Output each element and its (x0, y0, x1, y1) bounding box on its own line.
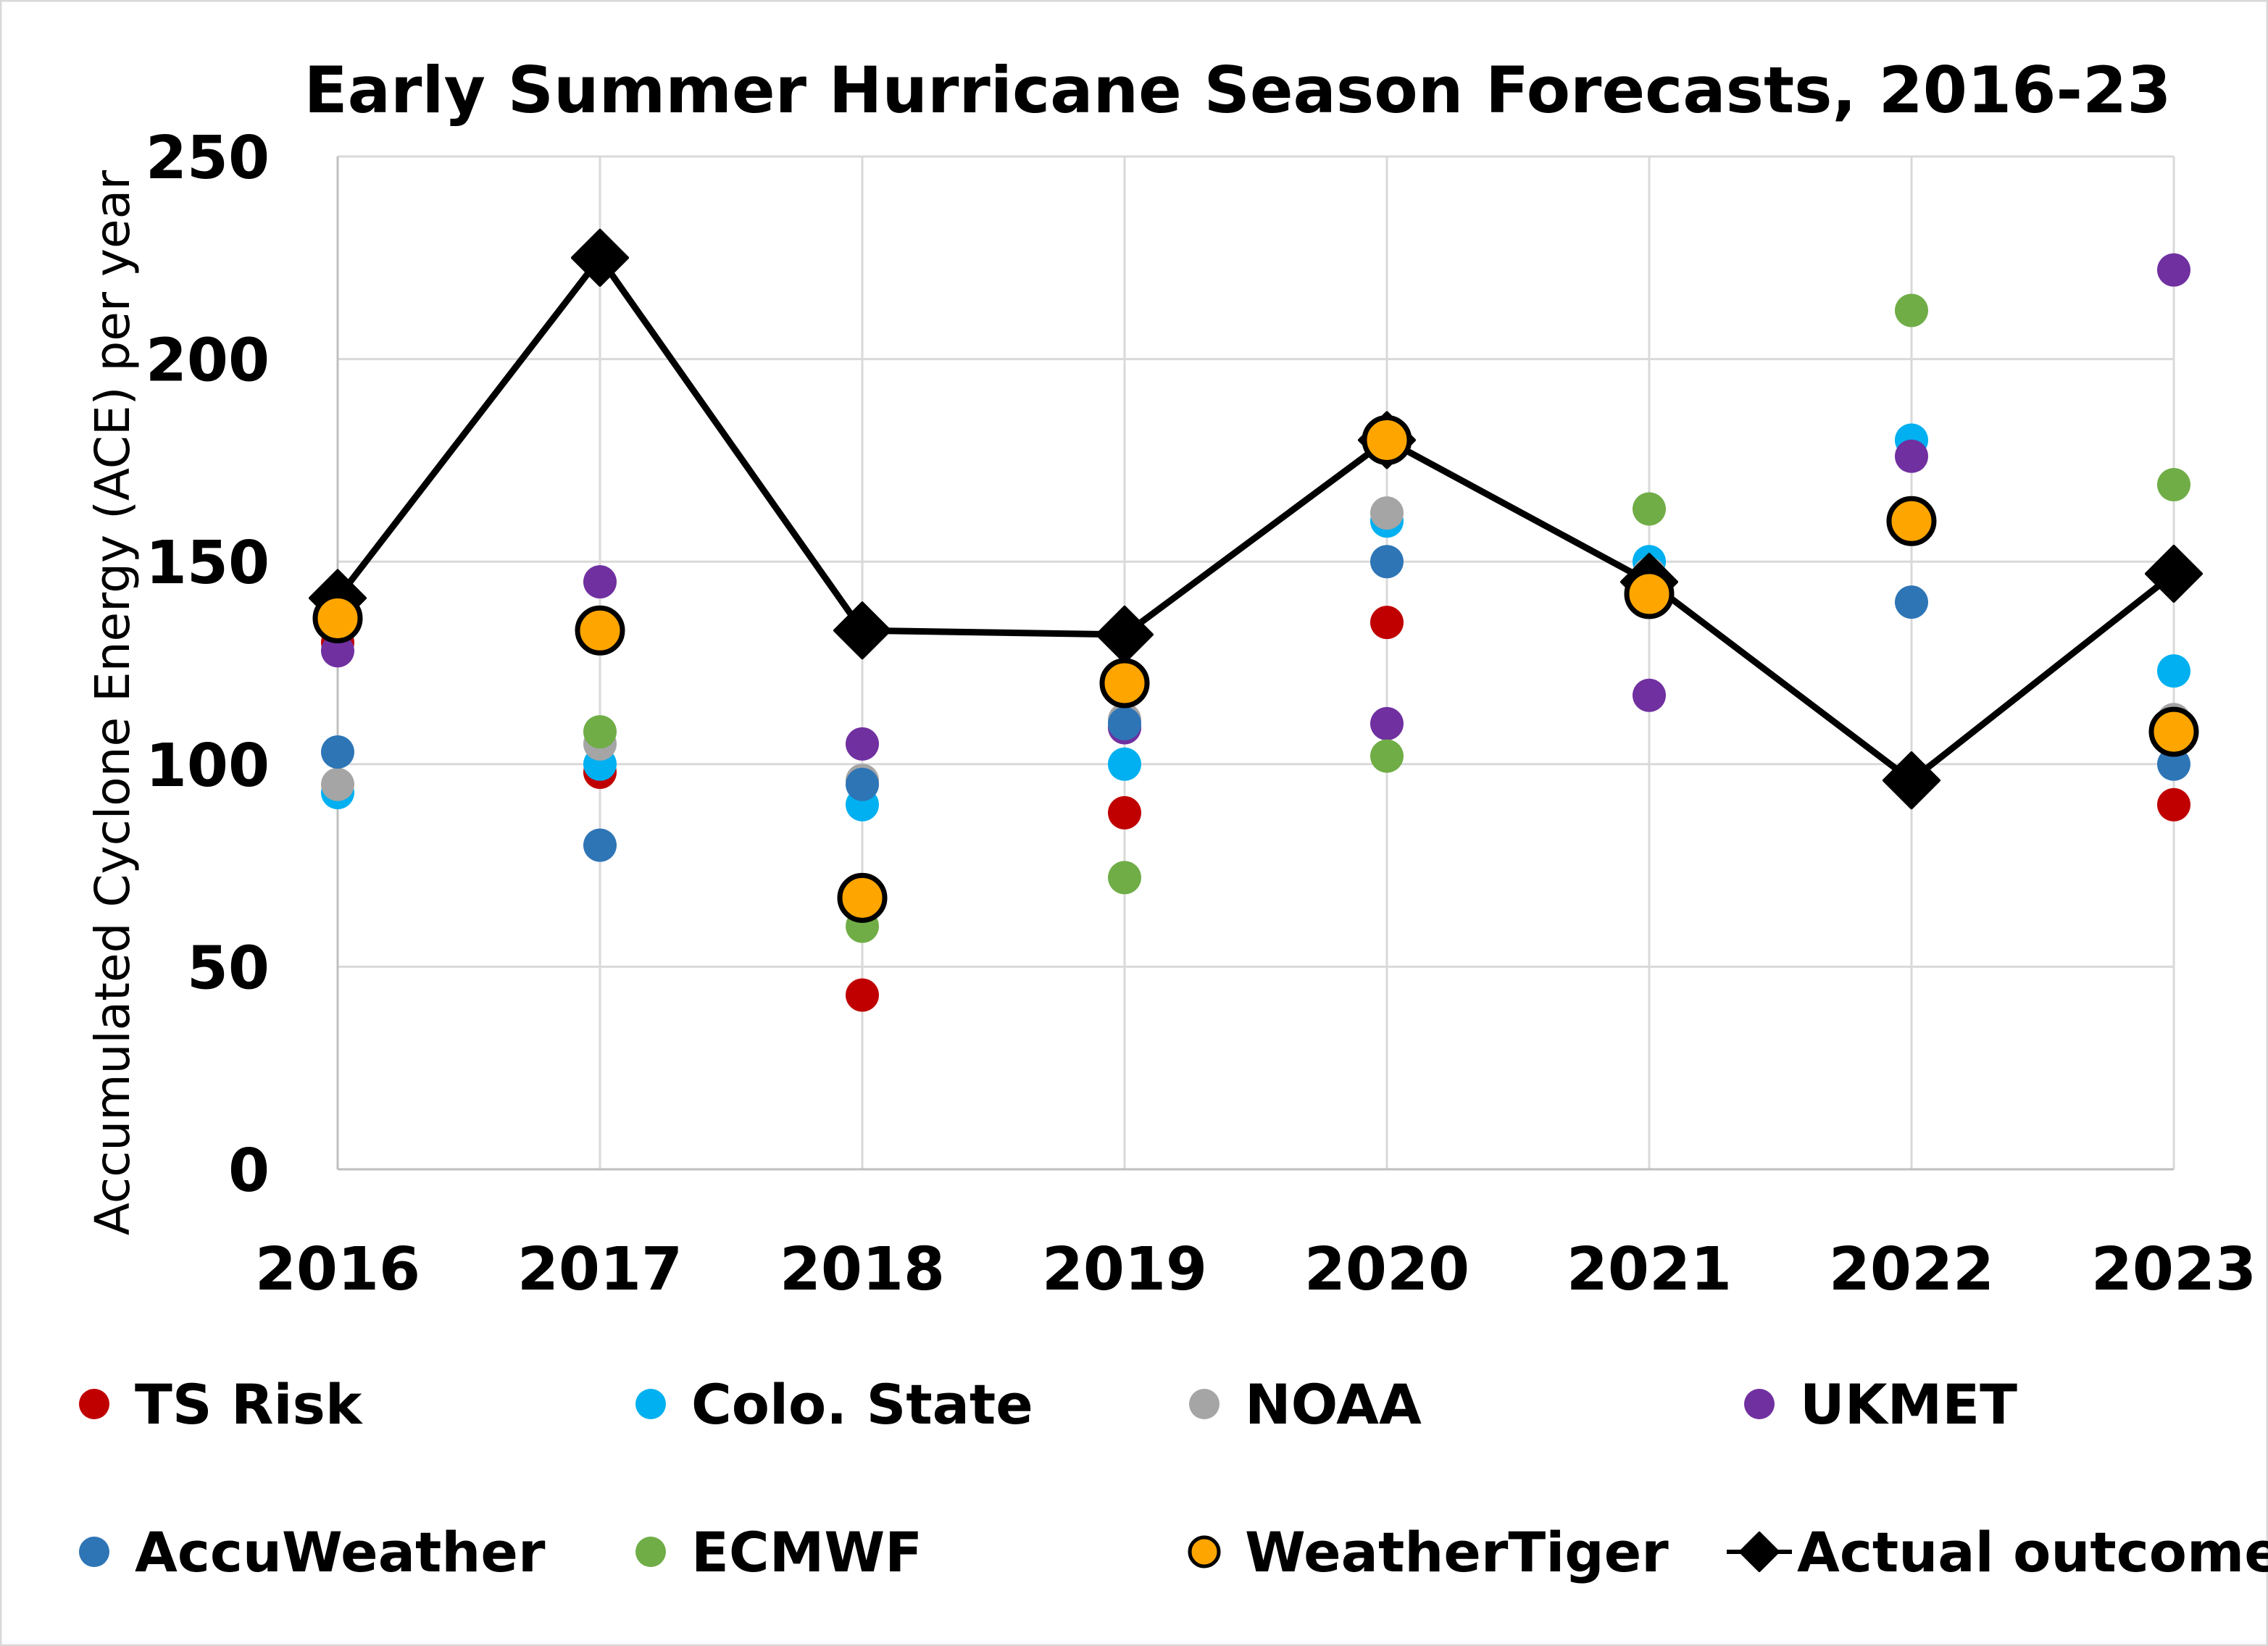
legend-item-accuweather: AccuWeather (79, 1520, 546, 1584)
y-tick-label: 0 (228, 1137, 270, 1206)
actual-outcome-point (1883, 751, 1940, 810)
legend-item-ukmet: UKMET (1744, 1372, 2017, 1437)
legend-item-noaa: NOAA (1189, 1372, 1422, 1437)
ecmwf-point (1108, 861, 1141, 895)
legend-label: Actual outcome (1797, 1520, 2268, 1584)
weathertiger-point (837, 872, 888, 923)
legend-diamond-icon (1739, 1532, 1780, 1572)
colo-state-point (1108, 747, 1141, 781)
ts-risk-point (1108, 795, 1141, 830)
legend-label: Colo. State (691, 1372, 1033, 1437)
legend-marker-icon (1188, 1535, 1221, 1568)
legend-label: NOAA (1245, 1372, 1422, 1437)
weathertiger-point (1099, 658, 1150, 709)
legend-item-colo-state: Colo. State (635, 1372, 1033, 1437)
actual-outcome-line (335, 254, 2176, 784)
actual-outcome-point (571, 228, 629, 287)
data-marks (309, 228, 2203, 1012)
ecmwf-point (1633, 492, 1666, 526)
x-tick-label: 2016 (255, 1235, 420, 1304)
x-tick-label: 2019 (1042, 1235, 1207, 1304)
ukmet-point (846, 727, 879, 761)
weathertiger-point (2148, 706, 2199, 757)
ukmet-point (1895, 439, 1928, 473)
x-tick-label: 2021 (1567, 1235, 1732, 1304)
x-tick-label: 2020 (1304, 1235, 1469, 1304)
ecmwf-point (2157, 467, 2190, 501)
legend-item-ts-risk: TS Risk (79, 1372, 363, 1437)
legend-item-actual-outcome: Actual outcome (1727, 1520, 2268, 1584)
legend-marker-icon (635, 1389, 666, 1419)
actual-outcome-point (833, 601, 891, 660)
ukmet-point (321, 634, 354, 668)
legend-label: WeatherTiger (1245, 1520, 1669, 1584)
y-tick-label: 200 (146, 327, 270, 396)
legend: TS Risk Colo. State NOAA UKMET AccuWeather EC… (79, 1372, 2268, 1584)
accuweather-point (2157, 747, 2190, 781)
ts-risk-point (2157, 788, 2190, 822)
accuweather-point (1370, 545, 1404, 579)
y-tick-label: 100 (146, 732, 270, 801)
x-tick-label: 2018 (780, 1235, 945, 1304)
x-tick-label: 2022 (1829, 1235, 1994, 1304)
ecmwf-point (583, 715, 617, 749)
y-axis-label: Accumulated Cyclone Energy (ACE) per yea… (85, 170, 141, 1235)
x-tick-label: 2017 (517, 1235, 683, 1304)
accuweather-point (1895, 585, 1928, 619)
weathertiger-point (1624, 569, 1675, 619)
ukmet-point (1370, 706, 1404, 740)
accuweather-point (583, 828, 617, 862)
legend-label: ECMWF (691, 1520, 922, 1584)
legend-marker-icon (79, 1537, 109, 1567)
colo-state-point (2157, 654, 2190, 688)
legend-label: AccuWeather (135, 1520, 546, 1584)
chart-title: Early Summer Hurricane Season Forecasts,… (304, 53, 2172, 128)
y-tick-label: 50 (187, 934, 270, 1003)
legend-marker-icon (79, 1389, 109, 1419)
actual-outcome-point (2145, 544, 2203, 603)
accuweather-point (321, 735, 354, 769)
x-tick-label: 2023 (2091, 1235, 2256, 1304)
weathertiger-point (1886, 496, 1937, 546)
ts-risk-point (846, 978, 879, 1012)
noaa-point (321, 767, 354, 801)
legend-label: UKMET (1800, 1372, 2017, 1437)
legend-label: TS Risk (135, 1372, 363, 1437)
legend-item-ecmwf: ECMWF (635, 1520, 922, 1584)
legend-marker-icon (1744, 1389, 1775, 1419)
ts-risk-point (1370, 606, 1404, 640)
ukmet-point (2157, 253, 2190, 287)
ecmwf-point (1895, 293, 1928, 327)
accuweather-point (846, 767, 879, 801)
axes: 0 50 100 150 200 250 2016 2017 2018 2019 2020 2021 2… (146, 124, 2256, 1304)
ukmet-point (583, 565, 617, 599)
y-tick-label: 250 (146, 124, 270, 193)
ukmet-point (1633, 678, 1666, 712)
y-tick-label: 150 (146, 529, 270, 598)
legend-marker-icon (635, 1537, 666, 1567)
weathertiger-point (312, 593, 363, 643)
noaa-point (1370, 496, 1404, 530)
ecmwf-point (1370, 739, 1404, 773)
accuweather-point (1108, 706, 1141, 740)
weathertiger-point (575, 605, 625, 656)
weathertiger-point (1362, 414, 1412, 465)
legend-item-weathertiger: WeatherTiger (1188, 1520, 1669, 1584)
legend-marker-icon (1189, 1389, 1220, 1419)
